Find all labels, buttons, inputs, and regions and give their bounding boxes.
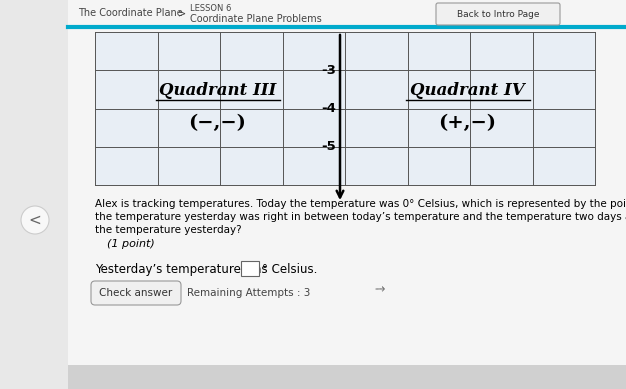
Text: ° Celsius.: ° Celsius. xyxy=(262,263,317,276)
FancyBboxPatch shape xyxy=(91,281,181,305)
Text: the temperature yesterday?: the temperature yesterday? xyxy=(95,225,242,235)
FancyBboxPatch shape xyxy=(95,32,595,185)
FancyBboxPatch shape xyxy=(241,261,259,276)
Text: Check answer: Check answer xyxy=(100,288,173,298)
Text: LESSON 6: LESSON 6 xyxy=(190,4,232,13)
Text: <: < xyxy=(29,212,41,228)
Text: -4: -4 xyxy=(321,102,336,115)
Text: Remaining Attempts : 3: Remaining Attempts : 3 xyxy=(187,288,310,298)
FancyBboxPatch shape xyxy=(68,0,626,389)
Text: Coordinate Plane Problems: Coordinate Plane Problems xyxy=(190,14,322,24)
Text: (1 point): (1 point) xyxy=(107,239,155,249)
Text: The Coordinate Plane: The Coordinate Plane xyxy=(78,8,183,18)
Text: Yesterday’s temperature was: Yesterday’s temperature was xyxy=(95,263,268,276)
Text: the temperature yesterday was right in between today’s temperature and the tempe: the temperature yesterday was right in b… xyxy=(95,212,626,222)
FancyBboxPatch shape xyxy=(68,365,626,389)
Text: -5: -5 xyxy=(321,140,336,153)
Text: ↗: ↗ xyxy=(370,281,387,298)
Text: Alex is tracking temperatures. Today the temperature was 0° Celsius, which is re: Alex is tracking temperatures. Today the… xyxy=(95,199,626,209)
Text: Quadrant IV: Quadrant IV xyxy=(410,82,525,99)
Text: >: > xyxy=(178,8,186,18)
Text: (−,−): (−,−) xyxy=(188,114,247,131)
FancyBboxPatch shape xyxy=(436,3,560,25)
Text: (+,−): (+,−) xyxy=(438,114,496,131)
Text: Back to Intro Page: Back to Intro Page xyxy=(457,9,539,19)
Text: Quadrant III: Quadrant III xyxy=(159,82,276,99)
Text: -3: -3 xyxy=(321,64,336,77)
Circle shape xyxy=(21,206,49,234)
